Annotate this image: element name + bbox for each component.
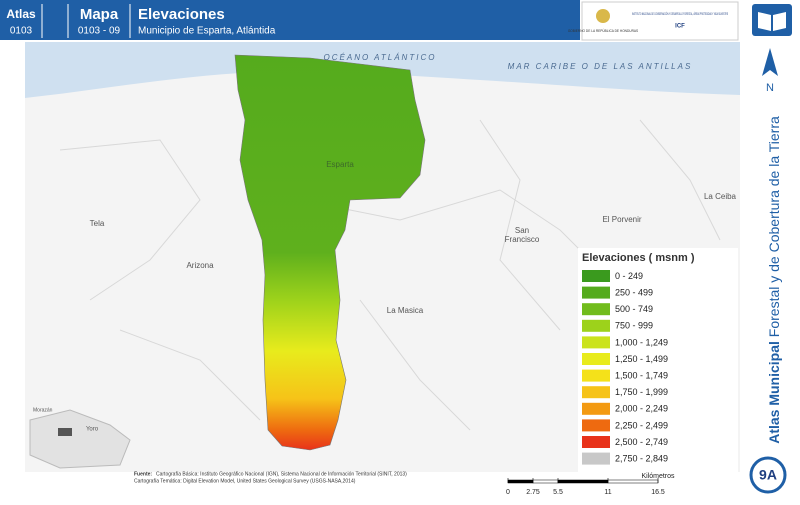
boundaries [59,119,721,431]
legend-label: 750 - 999 [615,321,653,331]
scale-label: 16.5 [651,489,665,496]
legend-swatch [582,270,610,282]
map-code: 0103 - 09 [78,26,121,37]
legend-swatch [582,286,610,299]
municipality [234,54,426,451]
legend-label: 0 - 249 [615,271,643,281]
legend-label: 1,750 - 1,999 [615,387,668,397]
country-inset [29,409,131,469]
map-label: MAR CARIBE O DE LAS ANTILLAS [508,62,693,71]
atlas-code: 0103 [10,26,33,37]
north-arrow [762,48,778,76]
legend-title: Elevaciones ( msnm ) [582,252,695,264]
legend-swatch [582,386,610,399]
legend-swatch [582,436,610,448]
inset-location [58,428,72,436]
scale-segment [557,479,609,484]
legend-label: 1,000 - 1,249 [615,337,668,347]
legend-swatch [582,402,610,415]
map-label: Arizona [186,261,214,270]
north-label: N [766,82,774,94]
legend-label: 2,750 - 2,849 [615,453,668,463]
series-title: Atlas Municipal Forestal y de Cobertura … [766,116,782,444]
scale-unit: Kilómetros [641,473,675,480]
series-rest: Forestal y de Cobertura de la Tierra [766,116,782,337]
title: Elevaciones [138,6,225,23]
map-label: Francisco [505,235,540,244]
legend-swatch [582,369,610,382]
legend-label: 2,500 - 2,749 [615,437,668,447]
subtitle: Municipio de Esparta, Atlántida [138,26,276,37]
legend-swatch [582,336,610,349]
sheet-badge [749,456,787,494]
logo-emblem [596,9,610,23]
map-label: La Masica [387,306,424,315]
legend-swatch [582,353,610,365]
logo-text: INSTITUTO NACIONAL DE CONSERVACIÓN Y DES… [632,11,728,16]
map-label: Morazán [33,407,53,413]
map-label: Tela [90,219,105,228]
sheet-number: 9A [759,467,777,483]
map-label: San [515,226,529,235]
legend-label: 250 - 499 [615,287,653,297]
legend-label: 2,250 - 2,499 [615,420,668,430]
source-label: Fuente: [134,471,152,477]
series-bold: Atlas Municipal [766,341,782,444]
map-label: Esparta [326,160,354,169]
logo-box [581,1,739,41]
legend-swatch [582,319,610,332]
atlas-label: Atlas [6,7,36,21]
scale-segment [507,479,534,484]
map-label: Yoro [86,427,99,433]
logo-text: ICF [675,24,685,30]
book-pages [758,12,786,31]
source-line: Cartografía Temática: Digital Elevation … [134,478,356,484]
scale-segment [607,479,659,484]
scale-segment [532,479,559,484]
map-label: La Ceiba [704,192,737,201]
scale-label: 5.5 [553,489,563,496]
logo-text: GOBIERNO DE LA REPÚBLICA DE HONDURAS [568,28,638,33]
legend-label: 500 - 749 [615,304,653,314]
header-bar [0,0,580,40]
legend-swatch [582,419,610,432]
map-label: El Porvenir [602,215,641,224]
legend-swatch [582,452,610,465]
legend-label: 1,500 - 1,749 [615,370,668,380]
legend-label: 1,250 - 1,499 [615,354,668,364]
legend-swatch [582,303,610,316]
scale-label: 2.75 [526,489,540,496]
map-label: OCÉANO ATLÁNTICO [324,53,437,62]
source-line: Cartografía Básica: Instituto Geográfico… [156,471,407,477]
map-label-head: Mapa [80,6,119,23]
scale-label: 11 [604,489,611,496]
legend-label: 2,000 - 2,249 [615,404,668,414]
scale-label: 0 [506,489,510,496]
